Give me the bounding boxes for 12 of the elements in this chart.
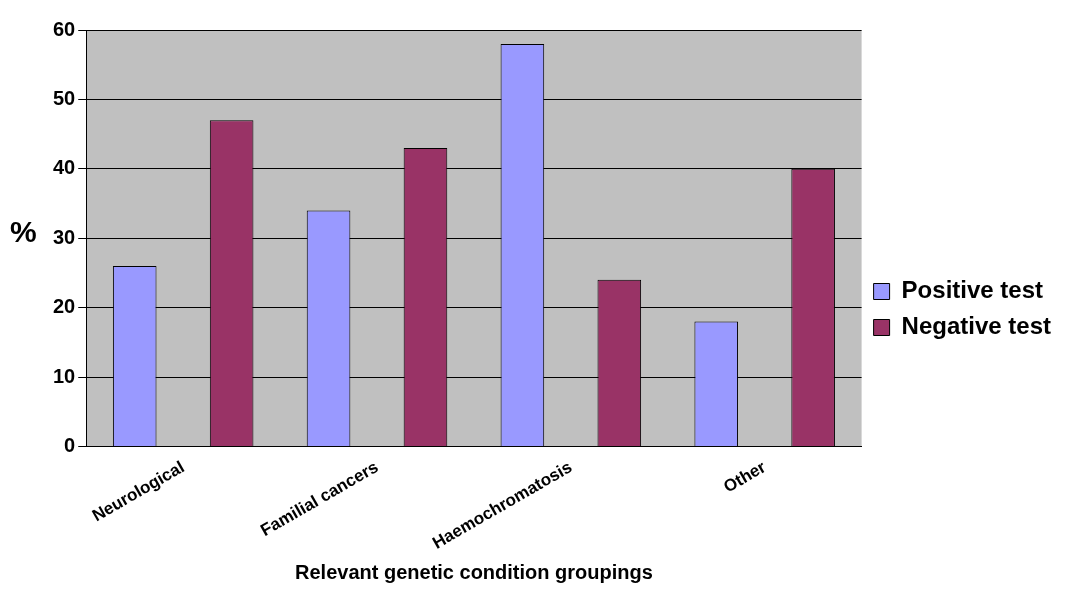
legend-label: Negative test <box>901 312 1052 340</box>
x-axis-title: Relevant genetic condition groupings <box>295 560 653 583</box>
y-tick-label: 10 <box>53 364 76 387</box>
y-tick-label: 30 <box>53 225 76 248</box>
x-tick-label: Other <box>720 457 770 497</box>
y-axis-title: % <box>10 215 37 249</box>
y-tick-label: 20 <box>53 295 76 318</box>
legend-label: Positive test <box>901 276 1043 304</box>
y-tick-label: 0 <box>64 433 76 456</box>
y-tick-label: 50 <box>53 86 76 109</box>
y-tick-label: 40 <box>53 156 76 179</box>
y-tick-label: 60 <box>53 17 76 40</box>
